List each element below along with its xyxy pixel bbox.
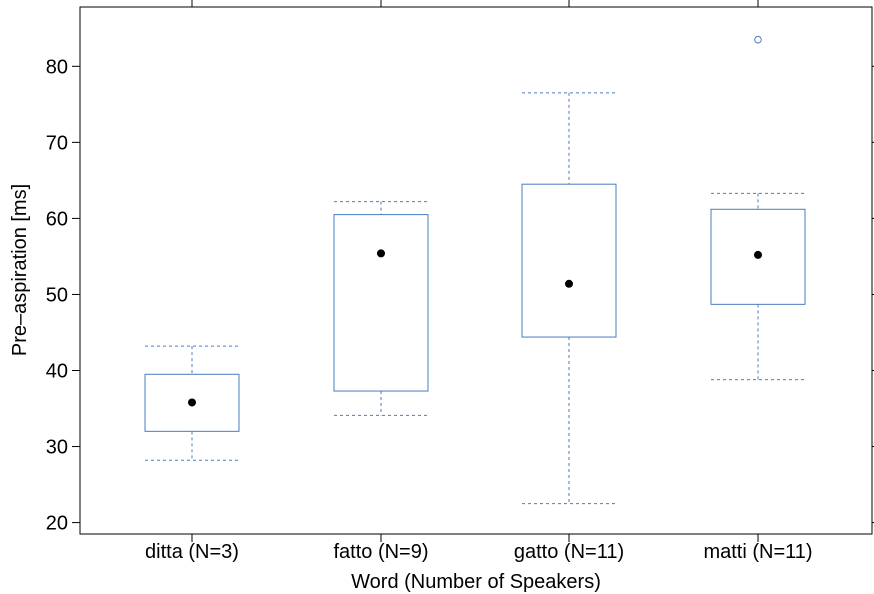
y-tick-label: 70 (46, 132, 68, 154)
outlier-point (754, 35, 762, 44)
median-dot (377, 249, 385, 258)
box-group (333, 201, 429, 416)
interquartile-box (710, 208, 806, 305)
x-axis-label: Word (Number of Speakers) (351, 571, 601, 593)
median-dot (565, 279, 573, 288)
interquartile-box (144, 373, 240, 432)
x-tick-label: fatto (N=9) (333, 541, 428, 563)
interquartile-box (333, 214, 429, 392)
x-tick-label: ditta (N=3) (145, 541, 239, 563)
median-dot (754, 250, 762, 259)
box-group (521, 92, 617, 505)
y-tick-label: 80 (46, 56, 68, 78)
plot-frame (79, 6, 873, 535)
y-axis-label: Pre–aspiration [ms] (9, 184, 31, 356)
box-group (144, 345, 240, 461)
x-tick-label: gatto (N=11) (514, 541, 624, 563)
y-tick-label: 50 (46, 284, 68, 306)
box-group (710, 35, 806, 381)
y-tick-label: 30 (46, 437, 68, 459)
y-tick-label: 40 (46, 361, 68, 383)
interquartile-box (521, 183, 617, 338)
x-tick-label: matti (N=11) (703, 541, 812, 563)
y-tick-label: 20 (46, 513, 68, 535)
y-tick-label: 60 (46, 208, 68, 230)
boxes (144, 35, 806, 505)
y-axis: 20 30 40 50 60 70 80 (46, 56, 874, 535)
median-dot (188, 398, 196, 407)
x-axis: ditta (N=3) fatto (N=9) gatto (N=11) matti … (145, 0, 813, 563)
